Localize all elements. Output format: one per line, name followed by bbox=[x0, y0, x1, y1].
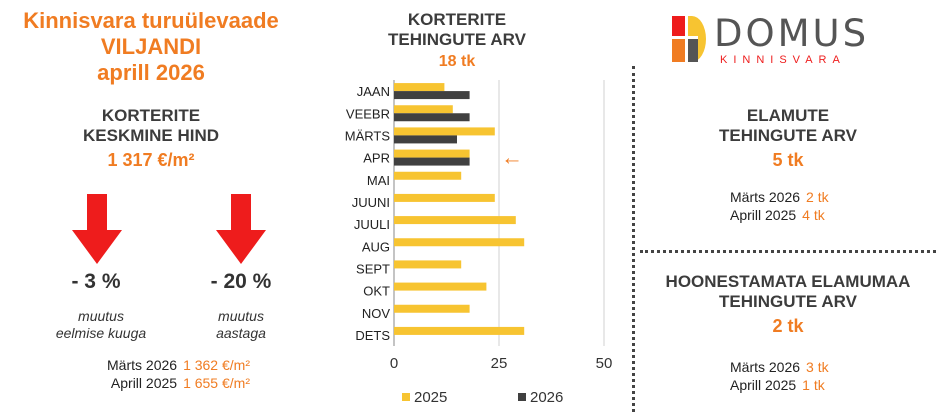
houses-title2: TEHINGUTE ARV bbox=[719, 126, 857, 145]
domus-logo: DOMUS KINNISVARA bbox=[664, 10, 916, 66]
avg-price-title2: KESKMINE HIND bbox=[82, 126, 219, 145]
compare-value: 4 tk bbox=[802, 207, 825, 223]
bar-2025 bbox=[394, 127, 495, 136]
land-value: 2 tk bbox=[772, 316, 804, 336]
change-month-value: - 3 % bbox=[71, 270, 121, 293]
bar-2025 bbox=[394, 149, 470, 158]
bar-2025 bbox=[394, 260, 462, 269]
land-title1: HOONESTAMATA ELAMUMAA bbox=[665, 272, 911, 291]
compare-label: Märts 2026 bbox=[107, 357, 178, 373]
y-tick-label: JUULI bbox=[354, 217, 390, 232]
header-line1: Kinnisvara turuülevaade bbox=[23, 8, 279, 33]
bar-2025 bbox=[394, 83, 445, 92]
compare-value: 1 tk bbox=[802, 377, 825, 393]
y-tick-label: MAI bbox=[367, 173, 390, 188]
compare-label: Aprill 2025 bbox=[110, 375, 178, 391]
bar-2026 bbox=[394, 135, 457, 144]
legend-swatch-2025 bbox=[402, 393, 410, 401]
bar-2026 bbox=[394, 157, 470, 166]
down-arrow-icon bbox=[216, 194, 266, 264]
x-tick-label: 25 bbox=[491, 355, 508, 372]
bar-2025 bbox=[394, 171, 462, 180]
y-tick-label: AUG bbox=[362, 239, 390, 254]
y-tick-label: DETS bbox=[355, 328, 390, 343]
bar-2025 bbox=[394, 105, 453, 114]
bar-2026 bbox=[394, 113, 470, 122]
compare-label: Aprill 2025 bbox=[730, 207, 797, 223]
avg-price-value: 1 317 €/m² bbox=[107, 150, 195, 170]
compare-label: Aprill 2025 bbox=[730, 377, 797, 393]
logo-name: DOMUS bbox=[714, 12, 870, 55]
y-tick-label: OKT bbox=[363, 284, 390, 299]
compare-value: 3 tk bbox=[806, 359, 829, 375]
land-compare: Märts 2026 3 tk Aprill 2025 1 tk bbox=[640, 358, 936, 394]
apartments-bar-chart: 0 25 50 JAAN VEEBR MÄRTS APR MAI JUUNI JUULI AUG SE… bbox=[345, 80, 613, 406]
houses-title1: ELAMUTE bbox=[746, 106, 830, 125]
change-month-label2: eelmise kuuga bbox=[55, 325, 147, 341]
logo-sub: KINNISVARA bbox=[720, 54, 846, 66]
compare-value: 2 tk bbox=[806, 189, 829, 205]
apartments-value: 18 tk bbox=[438, 53, 476, 70]
change-year-label1: muutus bbox=[218, 308, 264, 324]
legend-label-2025: 2025 bbox=[414, 389, 447, 406]
compare-value: 1 655 €/m² bbox=[183, 375, 250, 391]
houses-compare: Märts 2026 2 tk Aprill 2025 4 tk bbox=[640, 188, 936, 224]
apartments-title2: TEHINGUTE ARV bbox=[388, 30, 526, 49]
change-year-value: - 20 % bbox=[210, 270, 272, 293]
vertical-divider bbox=[632, 66, 635, 412]
legend-swatch-2026 bbox=[518, 393, 526, 401]
bar-2025 bbox=[394, 193, 495, 202]
bar-2025 bbox=[394, 282, 487, 291]
domus-logo-icon bbox=[672, 16, 706, 62]
x-tick-label: 50 bbox=[596, 355, 613, 372]
compare-label: Märts 2026 bbox=[730, 189, 801, 205]
bar-2025 bbox=[394, 238, 525, 247]
change-month-label1: muutus bbox=[78, 308, 124, 324]
header-line2: VILJANDI bbox=[100, 34, 202, 59]
header-line3: aprill 2026 bbox=[97, 60, 205, 85]
compare-label: Märts 2026 bbox=[730, 359, 801, 375]
avg-price-title1: KORTERITE bbox=[101, 106, 201, 125]
down-arrow-icon bbox=[72, 194, 122, 264]
y-tick-label: NOV bbox=[362, 306, 391, 321]
bar-2025 bbox=[394, 216, 516, 225]
y-tick-label: VEEBR bbox=[346, 106, 390, 121]
y-tick-label: JUUNI bbox=[352, 195, 390, 210]
land-title2: TEHINGUTE ARV bbox=[719, 292, 857, 311]
apartments-title1: KORTERITE bbox=[407, 10, 507, 29]
avg-price-compare: Märts 2026 1 362 €/m² Aprill 2025 1 655 €/… bbox=[62, 356, 302, 392]
y-tick-label: APR bbox=[363, 151, 390, 166]
change-year-label2: aastaga bbox=[216, 325, 266, 341]
x-tick-label: 0 bbox=[390, 355, 398, 372]
legend-label-2026: 2026 bbox=[530, 389, 563, 406]
horizontal-divider bbox=[640, 250, 936, 253]
y-tick-label: MÄRTS bbox=[345, 128, 391, 143]
compare-value: 1 362 €/m² bbox=[183, 357, 250, 373]
bar-2026 bbox=[394, 91, 470, 100]
bar-2025 bbox=[394, 326, 525, 335]
pointer-arrow-annotation: ← bbox=[501, 145, 523, 170]
houses-value: 5 tk bbox=[772, 150, 804, 170]
bar-2025 bbox=[394, 304, 470, 313]
y-tick-label: SEPT bbox=[356, 261, 390, 276]
y-tick-label: JAAN bbox=[357, 84, 390, 99]
